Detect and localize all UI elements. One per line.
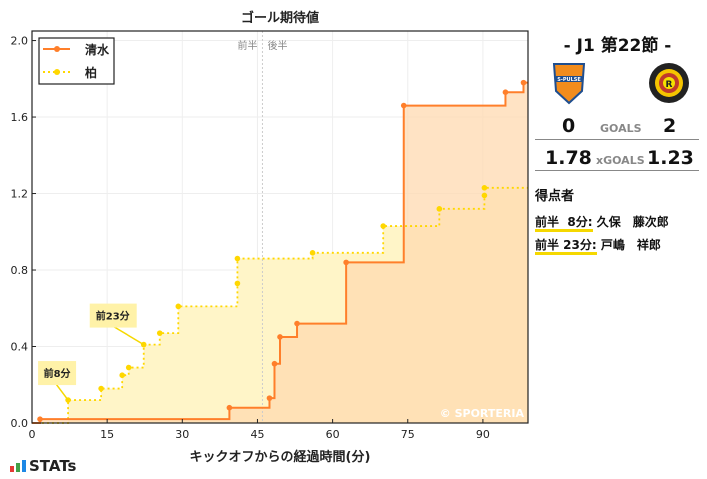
annotation-box [38,361,77,386]
annotation-box [89,303,137,328]
legend-box [38,37,115,85]
data-point [37,416,43,422]
data-point [520,79,527,86]
data-point [271,360,278,367]
data-point [343,259,349,266]
x-axis-label: キックオフからの経過時間(分) [190,449,371,465]
scorer-item: 前半 23分: 戸嶋 祥郎 [535,236,669,255]
y-tick-label: 1.6 [11,111,29,124]
data-point [294,320,300,327]
y-tick-label: 0.8 [11,264,29,277]
round-title: - J1 第22節 - [563,36,672,56]
x-tick-label: 60 [326,428,340,441]
x-tick-label: 45 [250,428,264,441]
x-tick-label: 15 [100,428,114,441]
data-point [226,404,233,411]
data-point [98,385,104,392]
half-label-second: 後半 [267,39,287,52]
data-point [234,255,241,262]
series-line [32,81,528,424]
data-point [380,223,387,229]
legend-marker [54,46,60,52]
data-point [156,330,163,336]
x-tick-label: 90 [476,428,490,441]
data-point [119,372,125,378]
scorers: 得点者 前半 8分: 久保 藤次郎 前半 23分: 戸嶋 祥郎 [535,185,669,259]
home-xgoals: 1.78 [545,147,592,169]
scorers-title: 得点者 [535,189,575,204]
away-goals: 2 [663,115,677,137]
legend-marker [54,69,60,75]
annotation-pointer [113,325,145,346]
annotation-label: 前8分 [44,367,71,380]
kashiwa-logo: R [649,63,689,103]
data-point [436,206,443,212]
data-point [175,303,182,310]
x-tick-label: 75 [401,428,415,441]
data-point [266,395,273,401]
data-point [277,334,283,340]
data-point [502,89,509,95]
bar-chart-icon [10,460,26,472]
annotation-pointer [55,383,69,401]
shimizu-logo: S-PULSE [552,63,586,105]
scorer-item: 前半 8分: 久保 藤次郎 [535,213,669,232]
x-tick-label: 30 [175,428,189,441]
legend-label: 清水 [85,42,110,57]
svg-text:S-PULSE: S-PULSE [557,77,581,83]
xgoals-row: 1.78 xGOALS 1.23 [535,147,699,171]
away-xgoals: 1.23 [647,147,694,169]
plot-frame [31,30,529,424]
data-point [234,280,241,287]
data-point [400,102,407,109]
data-point [481,192,488,199]
xgoals-label: xGOALS [596,154,645,167]
y-tick-label: 0.4 [11,341,29,354]
data-point [309,250,316,256]
chart-title: ゴール期待値 [241,10,319,26]
legend-label: 柏 [85,65,97,80]
goals-row: 0 GOALS 2 [535,115,699,140]
watermark: © SPORTERIA [440,407,525,420]
goals-label: GOALS [600,122,642,135]
home-goals: 0 [562,115,576,137]
half-label-first: 前半 [237,39,257,52]
data-point [481,185,488,191]
y-tick-label: 1.2 [11,188,29,201]
x-tick-label: 0 [29,428,36,441]
stats-logo: STATs [10,457,76,475]
annotation-label: 前23分 [96,310,130,323]
svg-text:R: R [666,80,673,90]
data-point [125,364,132,371]
y-tick-label: 2.0 [11,35,29,48]
y-tick-label: 0.0 [11,417,29,430]
